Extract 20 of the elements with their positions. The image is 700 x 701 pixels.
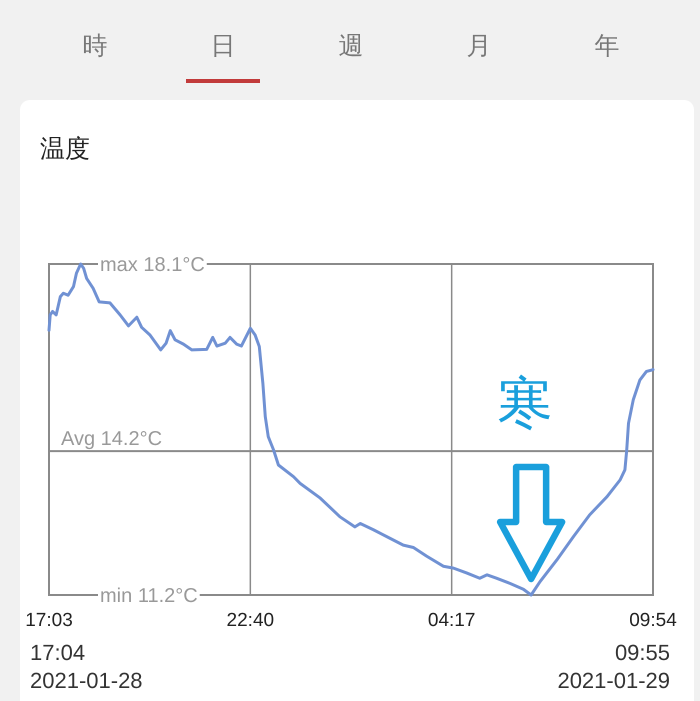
tab-label: 年 (594, 32, 620, 60)
xtick-label: 09:54 (629, 610, 677, 631)
footer-label: 2021-01-28 (30, 668, 143, 693)
tab-label: 時 (82, 32, 108, 60)
footer-label: 09:55 (614, 640, 670, 665)
tab-label: 週 (338, 32, 364, 60)
ytick-label: 11.2°C (138, 585, 198, 607)
xtick-label: 17:03 (25, 610, 73, 631)
annotation-label: min (100, 585, 132, 607)
footer-label: 2021-01-29 (557, 668, 670, 693)
tab-label: 月 (466, 32, 492, 60)
ytick-label: 18.1°C (143, 254, 205, 276)
tab-label: 日 (210, 32, 236, 60)
ref-line-label: Avg 14.2°C (61, 428, 162, 450)
annotation-label: max (100, 254, 138, 276)
annotation-label: 寒 (497, 371, 554, 434)
xtick-label: 22:40 (226, 610, 274, 631)
footer-label: 17:04 (30, 640, 86, 665)
title: 温度 (40, 135, 90, 163)
xtick-label: 04:17 (428, 610, 476, 631)
